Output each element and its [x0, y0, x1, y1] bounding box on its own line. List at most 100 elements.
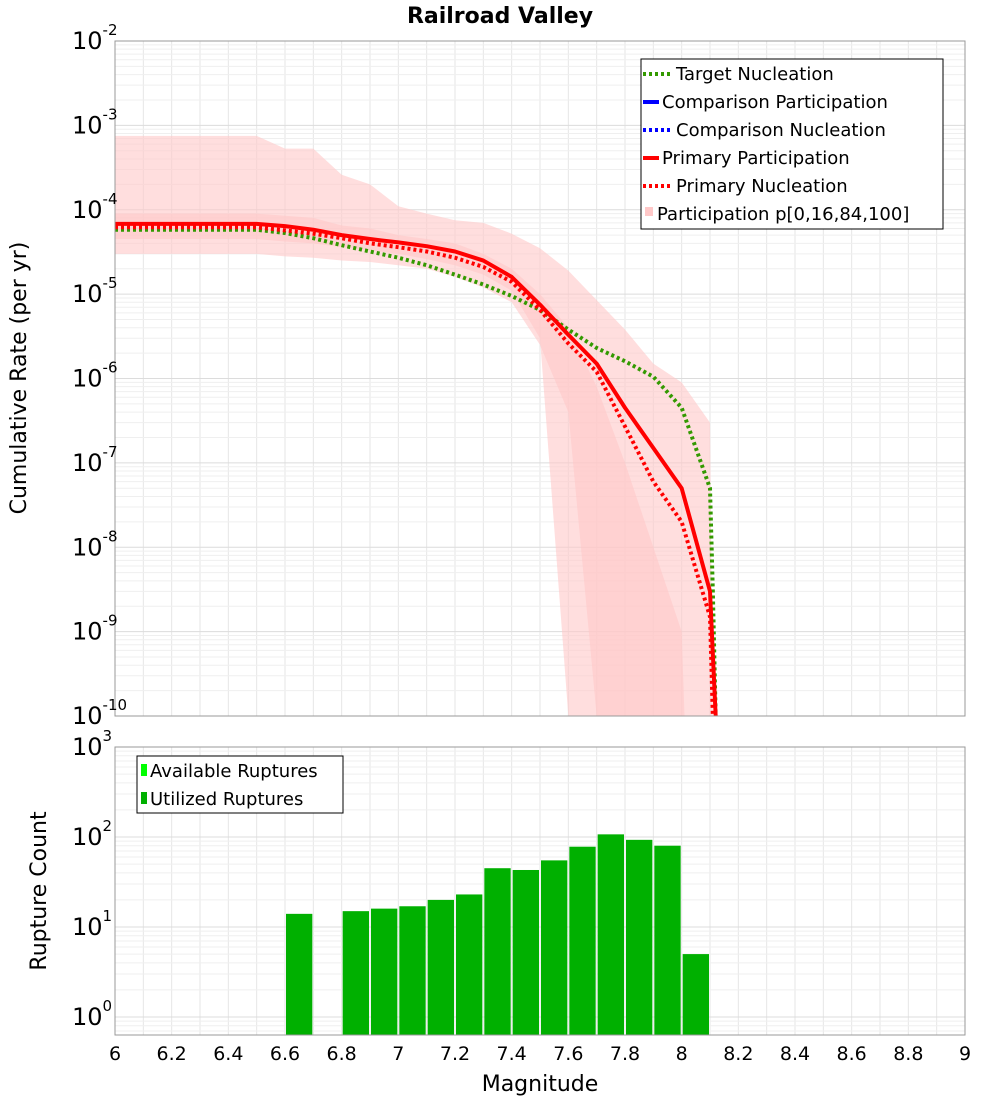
- rate-y-tick-base: 10: [72, 365, 103, 393]
- bar-m-7-75: [597, 834, 624, 1035]
- legend-label-primary-nucleation: Primary Nucleation: [676, 176, 848, 197]
- x-tick-label: 7: [392, 1043, 404, 1065]
- rate-plot-frame: [114, 40, 966, 717]
- count-legend: Available Ruptures Utilized Ruptures: [136, 755, 344, 814]
- count-y-tick-label: 101: [72, 907, 112, 941]
- x-tick-label: 8.4: [780, 1043, 810, 1065]
- count-y-tick-exp: 1: [103, 907, 113, 925]
- rate-y-tick-label: 10-5: [72, 274, 118, 308]
- count-y-tick-base: 10: [72, 913, 103, 941]
- rate-y-tick-exp: -10: [103, 696, 128, 714]
- rate-y-tick-label: 10-9: [72, 612, 118, 646]
- legend-label-comparison-participation: Comparison Participation: [662, 92, 888, 113]
- x-tick-label: 6.4: [213, 1043, 243, 1065]
- legend-label-available-ruptures: Available Ruptures: [150, 761, 318, 782]
- x-tick-label: 8.8: [893, 1043, 923, 1065]
- rate-lines: [115, 221, 718, 717]
- bar-m-6-95: [371, 908, 398, 1035]
- rate-legend: Target Nucleation Comparison Participati…: [640, 58, 944, 230]
- x-tick-label: 7.4: [497, 1043, 527, 1065]
- x-tick-label: 6.6: [270, 1043, 300, 1065]
- series-target-nucleation: [115, 227, 718, 717]
- count-y-tick-base: 10: [72, 823, 103, 851]
- count-bars: [286, 834, 709, 1035]
- count-y-tick-label: 102: [72, 817, 112, 851]
- x-tick-label: 8.6: [837, 1043, 867, 1065]
- legend-label-comparison-nucleation: Comparison Nucleation: [676, 120, 886, 141]
- bar-m-8-05: [682, 954, 709, 1035]
- count-y-tick-exp: 3: [103, 727, 113, 745]
- rate-y-tick-base: 10: [72, 533, 103, 561]
- band-p0-p100: [115, 135, 713, 717]
- x-tick-label: 7.8: [610, 1043, 640, 1065]
- rate-legend-box: [640, 58, 944, 230]
- rate-y-tick-exp: -3: [103, 105, 118, 123]
- bar-m-7-05: [399, 906, 426, 1035]
- x-tick-label: 6.2: [157, 1043, 187, 1065]
- rate-y-tick-exp: -8: [103, 527, 118, 545]
- legend-label-target-nucleation: Target Nucleation: [675, 64, 834, 85]
- bar-m-7-85: [626, 839, 653, 1035]
- rate-y-tick-base: 10: [72, 702, 103, 730]
- bar-m-7-15: [427, 899, 454, 1035]
- bar-m-6-85: [342, 911, 369, 1035]
- rate-y-tick-label: 10-4: [72, 190, 118, 224]
- rate-y-tick-exp: -4: [103, 190, 118, 208]
- rate-y-tick-base: 10: [72, 449, 103, 477]
- x-tick-label: 8: [676, 1043, 688, 1065]
- rate-y-tick-label: 10-8: [72, 527, 118, 561]
- rate-y-label: Cumulative Rate (per yr): [7, 242, 32, 515]
- bar-m-7-35: [484, 868, 511, 1035]
- participation-bands: [115, 135, 713, 717]
- count-y-tick-base: 10: [72, 733, 103, 761]
- rate-y-tick-label: 10-3: [72, 105, 118, 139]
- rate-y-tick-base: 10: [72, 111, 103, 139]
- chart-title: Railroad Valley: [407, 4, 593, 29]
- x-tick-label: 8.2: [723, 1043, 753, 1065]
- count-y-tick-base: 10: [72, 1003, 103, 1031]
- rate-y-tick-exp: -5: [103, 274, 118, 292]
- rate-y-tick-base: 10: [72, 280, 103, 308]
- count-y-tick-label: 103: [72, 727, 112, 761]
- rate-y-tick-label: 10-6: [72, 359, 118, 393]
- band-p16-p84: [115, 213, 685, 717]
- rate-y-tick-base: 10: [72, 196, 103, 224]
- x-tick-label: 9: [959, 1043, 971, 1065]
- rate-y-tick-label: 10-7: [72, 443, 118, 477]
- legend-label-utilized-ruptures: Utilized Ruptures: [150, 789, 303, 810]
- count-y-tick-exp: 0: [103, 997, 113, 1015]
- legend-label-primary-participation: Primary Participation: [662, 148, 850, 169]
- count-legend-box: [136, 755, 344, 814]
- rate-y-tick-exp: -7: [103, 443, 118, 461]
- x-axis-label: Magnitude: [482, 1072, 599, 1097]
- count-y-tick-label: 100: [72, 997, 112, 1031]
- bar-m-7-95: [654, 845, 681, 1035]
- bar-m-6-65: [286, 913, 313, 1035]
- x-tick-label: 7.6: [553, 1043, 583, 1065]
- rate-y-tick-exp: -2: [103, 21, 118, 39]
- bar-m-7-55: [541, 860, 568, 1035]
- magnitude-x-ticks: 6 6.2 6.4 6.6 6.8 7 7.2 7.4 7.6 7.8 8 8.2 8.4 8.6 8.8 9: [109, 1043, 971, 1065]
- rate-y-tick-base: 10: [72, 27, 103, 55]
- rate-y-tick-label: 10-2: [72, 21, 118, 55]
- count-y-label: Rupture Count: [27, 811, 52, 971]
- rate-y-tick-exp: -9: [103, 612, 118, 630]
- series-primary-participation: [115, 221, 718, 717]
- legend-label-participation-band: Participation p[0,16,84,100]: [657, 204, 909, 225]
- count-y-tick-exp: 2: [103, 817, 113, 835]
- rate-y-tick-exp: -6: [103, 359, 118, 377]
- legend-swatch-participation-band: [645, 207, 653, 216]
- bar-m-7-65: [569, 846, 596, 1035]
- x-tick-label: 6.8: [327, 1043, 357, 1065]
- x-tick-label: 6: [109, 1043, 121, 1065]
- x-tick-label: 7.2: [440, 1043, 470, 1065]
- rate-y-tick-base: 10: [72, 618, 103, 646]
- rate-y-tick-label: 10-10: [72, 696, 127, 730]
- series-primary-nucleation: [115, 225, 715, 717]
- bar-m-7-45: [512, 869, 539, 1035]
